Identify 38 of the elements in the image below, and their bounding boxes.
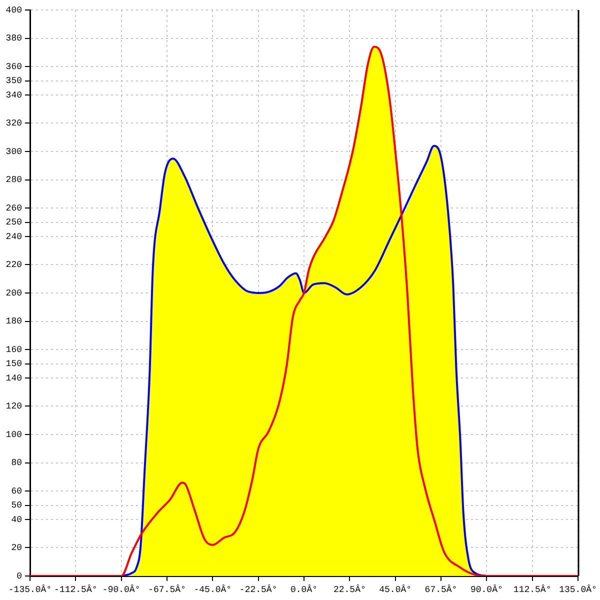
y-tick-label: 300: [6, 146, 22, 157]
x-tick-label: 67.5Â°: [424, 584, 458, 595]
y-tick-label: 380: [6, 34, 22, 44]
y-tick-label: 180: [6, 316, 22, 327]
y-tick-label: 280: [6, 175, 22, 186]
y-tick-label: 400: [6, 5, 22, 16]
y-tick-label: 0: [16, 571, 22, 582]
y-tick-label: 220: [6, 260, 22, 270]
x-tick-label: 22.5Â°: [333, 584, 366, 595]
x-tick-label: -135.0Â°: [8, 584, 52, 595]
y-tick-label: 120: [6, 402, 22, 412]
x-tick-label: 45.0Â°: [379, 584, 412, 595]
x-tick-label: 112.5Â°: [513, 584, 552, 595]
y-tick-label: 340: [6, 90, 22, 100]
y-tick-label: 100: [6, 430, 22, 440]
y-tick-label: 50: [11, 500, 22, 511]
x-tick-label: -22.5Â°: [239, 584, 278, 595]
y-tick-label: 60: [11, 486, 22, 496]
x-tick-label: -112.5Â°: [54, 584, 98, 595]
x-tick-label: -67.5Â°: [148, 584, 186, 595]
y-tick-label: 250: [6, 218, 22, 228]
y-tick-label: 260: [6, 203, 22, 214]
x-tick-label: 0.0Â°: [290, 584, 318, 595]
y-tick-label: 200: [6, 288, 22, 298]
x-tick-label: -90.0Â°: [102, 584, 140, 595]
y-tick-label: 20: [11, 543, 22, 554]
y-tick-label: 160: [6, 344, 22, 355]
y-tick-label: 40: [11, 514, 22, 525]
x-tick-label: -45.0Â°: [194, 584, 232, 595]
y-tick-label: 350: [6, 76, 22, 86]
y-tick-label: 150: [6, 359, 22, 370]
y-tick-label: 360: [6, 62, 22, 72]
y-tick-label: 140: [6, 373, 22, 384]
y-tick-label: 80: [11, 458, 22, 468]
y-tick-label: 320: [6, 118, 22, 129]
x-tick-label: 135.0Â°: [559, 584, 597, 595]
y-tick-label: 240: [6, 232, 22, 242]
x-tick-label: 90.0Â°: [470, 584, 503, 595]
